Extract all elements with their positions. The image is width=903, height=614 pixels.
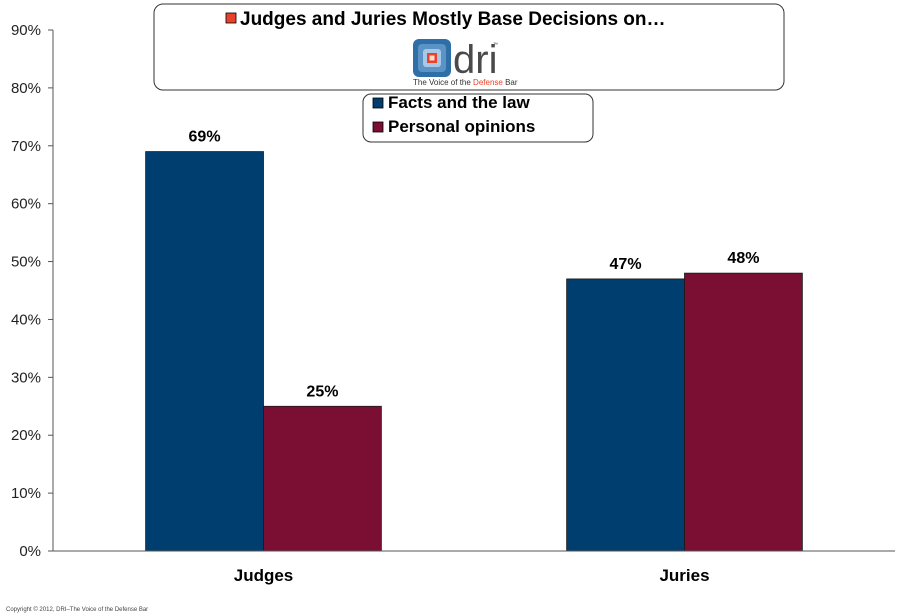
data-label: 69% [189, 129, 221, 146]
bar [145, 151, 264, 552]
bar [566, 278, 685, 552]
tagline-suffix: Bar [503, 78, 518, 87]
logo-tagline: The Voice of the Defense Bar [413, 78, 518, 87]
legend-entry: Personal opinions [388, 117, 535, 136]
y-axis-ticks: 0% 10% 20% 30% 40% 50% 60% 70% 80% 90% [11, 22, 53, 560]
title-bullet-icon [225, 12, 237, 24]
y-tick-label: 90% [11, 22, 41, 39]
data-label: 25% [306, 383, 338, 400]
bar [263, 405, 382, 552]
copyright-notice: Copyright © 2012, DRI–The Voice of the D… [6, 606, 148, 613]
y-tick-label: 70% [11, 138, 41, 155]
x-axis-labels: Judges Juries [234, 566, 710, 585]
data-label: 47% [610, 256, 642, 273]
legend-entry: Facts and the law [388, 93, 530, 112]
title-box: Judges and Juries Mostly Base Decisions … [153, 3, 785, 91]
chart-title: Judges and Juries Mostly Base Decisions … [240, 9, 666, 30]
y-tick-label: 10% [11, 485, 41, 502]
logo-trademark: ™ [493, 42, 498, 48]
y-tick-label: 0% [19, 543, 41, 560]
legend-frame [362, 93, 594, 143]
y-tick-label: 60% [11, 196, 41, 213]
legend-swatch [372, 121, 384, 133]
x-tick-label: Judges [234, 566, 294, 585]
legend-swatch [372, 97, 384, 109]
dri-logo-icon [413, 39, 451, 77]
tagline-accent: Defense [473, 78, 503, 87]
y-tick-label: 40% [11, 311, 41, 328]
data-labels: 69% 25% 47% 48% [189, 129, 760, 401]
y-tick-label: 80% [11, 80, 41, 97]
title-box-frame [153, 3, 785, 91]
y-tick-label: 50% [11, 254, 41, 271]
logo-wordmark: dri [453, 38, 497, 82]
legend: Facts and the law Personal opinions [362, 93, 594, 143]
y-tick-label: 20% [11, 427, 41, 444]
bars [145, 151, 803, 552]
bar [684, 272, 803, 552]
y-tick-label: 30% [11, 369, 41, 386]
tagline-prefix: The Voice of the [413, 78, 473, 87]
data-label: 48% [727, 250, 759, 267]
x-tick-label: Juries [659, 566, 709, 585]
